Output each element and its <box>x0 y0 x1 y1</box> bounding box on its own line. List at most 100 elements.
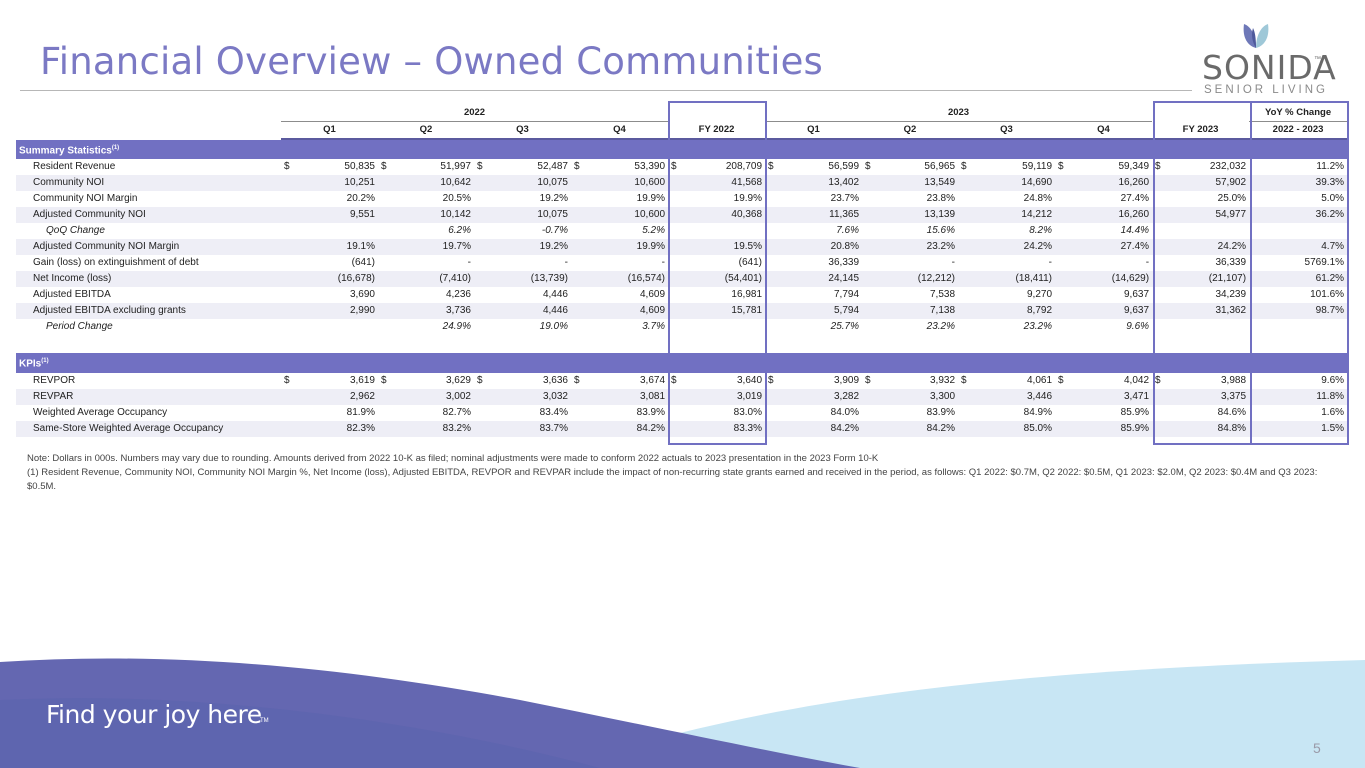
table-cell: 83.2% <box>378 420 474 437</box>
table-cell: 7.6% <box>836 225 860 237</box>
cell-value: 3,988 <box>1221 374 1247 386</box>
cell-value: 3,909 <box>833 374 860 386</box>
currency-symbol: $ <box>865 374 871 386</box>
cell-value: 56,965 <box>924 161 956 173</box>
row-label: Community NOI Margin <box>33 193 138 205</box>
row-label: QoQ Change <box>46 225 105 237</box>
table-cell: 84.2% <box>862 420 959 437</box>
table-cell: 4,236 <box>445 289 471 301</box>
table-row: QoQ Change 6.2% -0.7% 5.2% 7.6% 15.6% 8.2% 14.4… <box>16 223 1347 239</box>
sonida-logo: SONIDA ™ SENIOR LIVING <box>1190 18 1336 98</box>
table-cell: - <box>1048 257 1053 269</box>
table-cell: 19.9% <box>636 193 666 205</box>
table-cell: 8,792 <box>958 303 1056 320</box>
table-cell: 85.9% <box>1120 406 1150 418</box>
table-cell: 84.2% <box>571 420 669 437</box>
table-cell: $3,674 <box>571 373 668 389</box>
table-cell: (12,212) <box>862 271 959 288</box>
butterfly-logo-icon <box>1243 24 1269 48</box>
currency-symbol: $ <box>1058 374 1064 386</box>
q1-2022-header: Q1 <box>281 121 378 140</box>
cell-value: 3,932 <box>929 374 956 386</box>
row-label: Same-Store Weighted Average Occupancy <box>16 420 281 437</box>
q3-2022-header: Q3 <box>474 121 571 140</box>
table-cell <box>1249 223 1347 239</box>
table-cell: 83.0% <box>733 406 763 418</box>
table-cell: 85.0% <box>958 420 1056 437</box>
cell-value: 3,619 <box>349 374 375 386</box>
table-cell: $232,032 <box>1152 159 1249 175</box>
table-cell: 82.7% <box>442 406 471 418</box>
table-cell: 24.2% <box>1152 239 1250 256</box>
table-cell: $3,909 <box>765 373 862 389</box>
row-label: REVPAR <box>16 388 281 405</box>
page-title: Financial Overview – Owned Communities <box>40 40 824 83</box>
currency-symbol: $ <box>961 374 967 386</box>
table-row: Community NOI Margin 20.2% 20.5% 19.2% 19.9%… <box>16 191 1347 207</box>
fy2023-header: FY 2023 <box>1152 121 1250 140</box>
table-cell: 23.2% <box>926 321 956 333</box>
table-cell: 83.7% <box>474 420 571 437</box>
currency-symbol: $ <box>574 161 580 173</box>
cell-value: 232,032 <box>1209 161 1247 173</box>
spacer-row <box>16 335 1347 353</box>
table-row: Adjusted Community NOI Margin 19.1% 19.7% 1… <box>16 239 1348 256</box>
table-cell: - <box>467 257 471 269</box>
footer-wave <box>0 658 1365 768</box>
table-cell <box>281 319 378 335</box>
row-label: Adjusted Community NOI <box>16 207 281 224</box>
table-cell: $208,709 <box>668 159 765 175</box>
yoy-header: YoY % Change <box>1249 105 1348 122</box>
table-cell: - <box>564 257 568 269</box>
cell-value: 3,636 <box>542 374 568 386</box>
cell-value: 50,835 <box>344 161 375 173</box>
table-cell: (54,401) <box>668 271 766 288</box>
table-cell: 7,138 <box>862 303 959 320</box>
table-cell: 4.7% <box>1249 239 1348 256</box>
table-cell: 23.2% <box>1023 321 1053 333</box>
q3-2023-header: Q3 <box>958 121 1056 140</box>
table-cell: 13,402 <box>765 175 863 192</box>
table-cell: $4,042 <box>1055 373 1152 389</box>
table-cell: $51,997 <box>378 159 474 175</box>
table-cell: (641) <box>738 257 763 269</box>
logo-wordmark: SONIDA <box>1202 48 1337 87</box>
table-cell: 3,002 <box>378 388 474 405</box>
table-cell: 7,794 <box>833 289 860 301</box>
table-cell: 4,609 <box>639 289 666 301</box>
currency-symbol: $ <box>671 374 677 386</box>
table-cell: (16,574) <box>571 271 669 288</box>
table-cell: $3,932 <box>862 373 958 389</box>
year-2022-header: 2022 <box>281 105 669 122</box>
table-cell: 24.2% <box>958 239 1056 256</box>
table-cell: 5,794 <box>765 303 863 320</box>
table-cell: - <box>661 257 666 269</box>
row-label: Adjusted EBITDA excluding grants <box>16 303 281 320</box>
table-cell: 83.3% <box>668 420 766 437</box>
cell-value: 52,487 <box>537 161 568 173</box>
table-cell: 10,142 <box>378 207 474 224</box>
table-cell: 3,081 <box>571 388 669 405</box>
cell-value: 59,119 <box>1022 161 1053 173</box>
table-cell: 11.2% <box>1316 161 1345 173</box>
currency-symbol: $ <box>768 374 774 386</box>
table-cell: 24.8% <box>1023 193 1053 205</box>
currency-symbol: $ <box>574 374 580 386</box>
table-row: Same-Store Weighted Average Occupancy 82.… <box>16 420 1348 437</box>
table-cell: $52,487 <box>474 159 571 175</box>
table-cell: 9,637 <box>1055 303 1153 320</box>
currency-symbol: $ <box>961 161 967 173</box>
table-cell: 10,642 <box>378 175 474 192</box>
table-cell: 84.6% <box>1217 406 1247 418</box>
table-cell: 27.4% <box>1055 239 1153 256</box>
table-cell: 98.7% <box>1249 303 1348 320</box>
table-cell: 19.7% <box>378 239 474 256</box>
table-cell: 2,962 <box>281 388 378 405</box>
table-cell: (13,739) <box>474 271 571 288</box>
table-cell: 5.0% <box>1321 193 1345 205</box>
cell-value: 3,640 <box>736 374 763 386</box>
table-cell: 10,251 <box>281 175 378 192</box>
section-footnote-ref: (1) <box>111 145 120 151</box>
row-label: Gain (loss) on extinguishment of debt <box>33 257 199 269</box>
table-cell: - <box>951 257 956 269</box>
